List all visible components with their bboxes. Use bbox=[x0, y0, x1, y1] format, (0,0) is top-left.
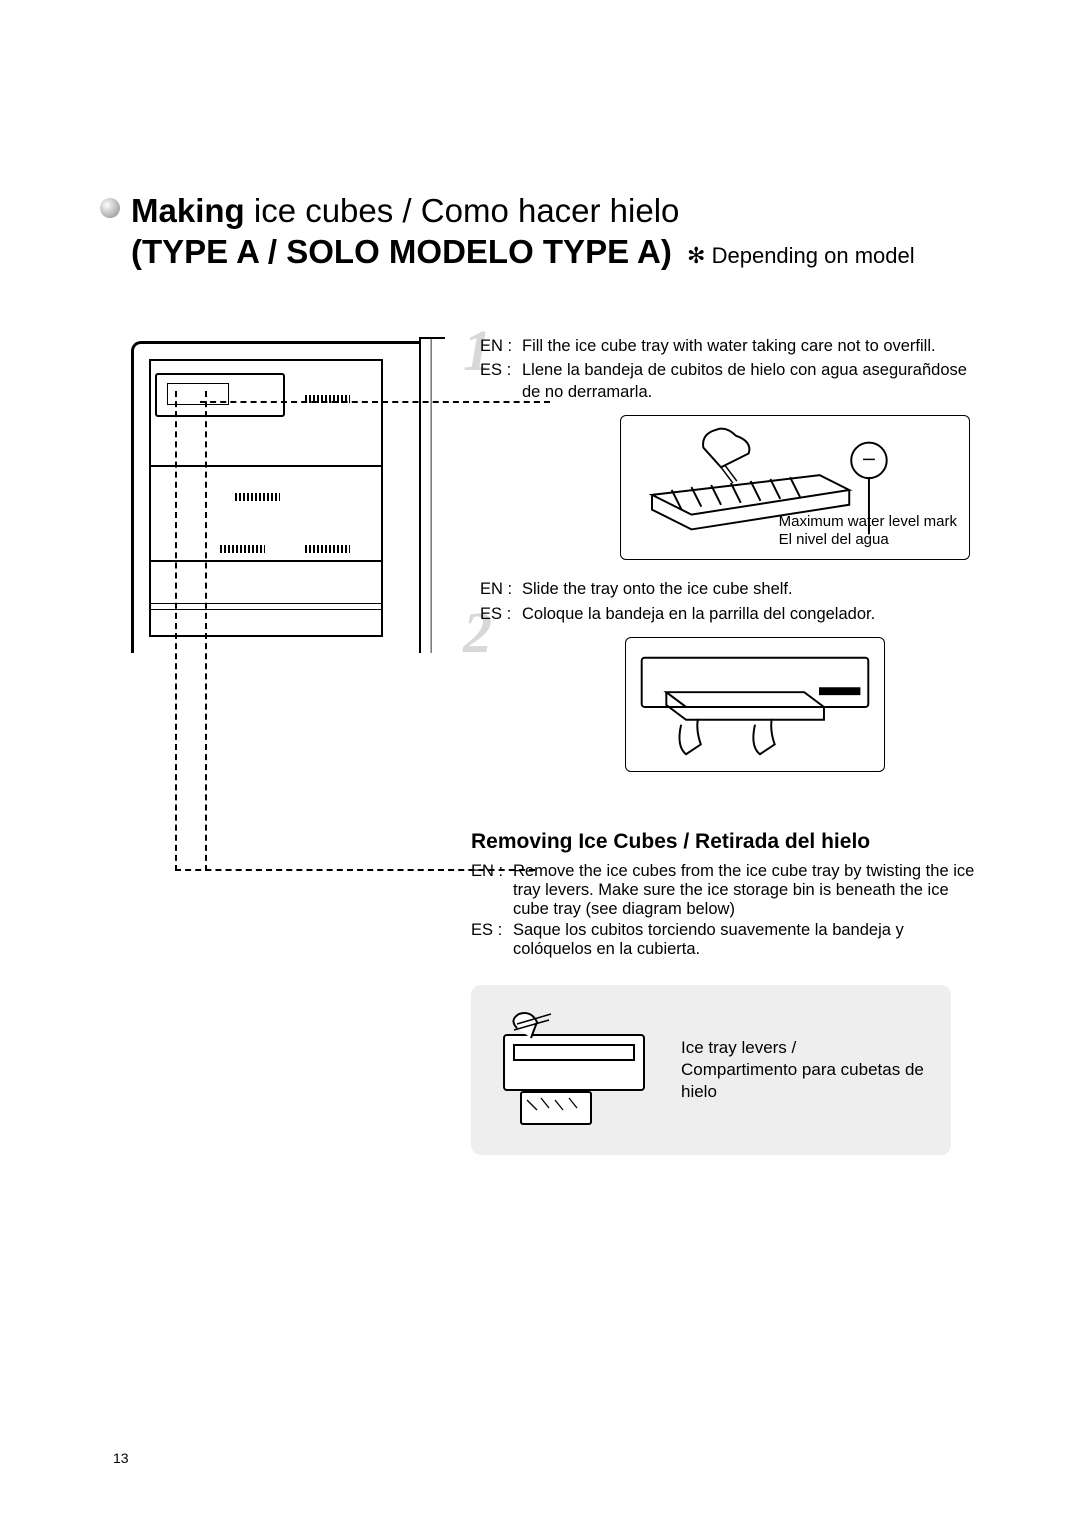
step1-en-tag: EN : bbox=[480, 335, 522, 357]
box3-line2: Compartimento para cubetas de hielo bbox=[681, 1059, 933, 1103]
step2-en-text: Slide the tray onto the ice cube shelf. bbox=[522, 578, 793, 600]
step2-illustration bbox=[625, 637, 885, 772]
step2-en-tag: EN : bbox=[480, 578, 522, 600]
step2-es-text: Coloque la bandeja en la parrilla del co… bbox=[522, 603, 875, 625]
title-making: Making bbox=[131, 192, 245, 229]
water-level-label: Maximum water level mark El nivel del ag… bbox=[779, 513, 957, 549]
title-depending: Depending on model bbox=[712, 243, 915, 268]
dashed-connector bbox=[175, 391, 177, 871]
removing-title: Removing Ice Cubes / Retirada del hielo bbox=[471, 830, 985, 854]
removing-es-text: Saque los cubitos torciendo suavemente l… bbox=[513, 921, 985, 959]
dashed-connector bbox=[175, 869, 535, 871]
step-2-block: EN : Slide the tray onto the ice cube sh… bbox=[480, 578, 985, 772]
step1-es-text: Llene la bandeja de cubitos de hielo con… bbox=[522, 359, 985, 404]
step1-en-text: Fill the ice cube tray with water taking… bbox=[522, 335, 936, 357]
section-bullet-icon bbox=[100, 198, 120, 218]
right-column: EN : Fill the ice cube tray with water t… bbox=[480, 335, 985, 790]
removing-illustration-box: Ice tray levers / Compartimento para cub… bbox=[471, 985, 951, 1155]
step-1-block: EN : Fill the ice cube tray with water t… bbox=[480, 335, 985, 561]
removing-section: Removing Ice Cubes / Retirada del hielo … bbox=[471, 830, 985, 1155]
page-number: 13 bbox=[113, 1450, 129, 1466]
page-title: Making ice cubes / Como hacer hielo (TYP… bbox=[131, 190, 985, 273]
content-area: 1 2 EN : Fill the ice cube tray with wat… bbox=[105, 335, 985, 790]
removing-illustration bbox=[489, 1000, 659, 1140]
step1-illustration: Maximum water level mark El nivel del ag… bbox=[620, 415, 970, 560]
water-label-en: Maximum water level mark bbox=[779, 513, 957, 531]
step2-es-tag: ES : bbox=[480, 603, 522, 625]
removing-es-tag: ES : bbox=[471, 921, 513, 959]
title-rest1: ice cubes / Como hacer hielo bbox=[245, 192, 680, 229]
dashed-connector bbox=[205, 391, 207, 871]
title-star: ✻ bbox=[687, 243, 705, 268]
title-line2: (TYPE A / SOLO MODELO TYPE A) bbox=[131, 233, 672, 270]
removing-box-text: Ice tray levers / Compartimento para cub… bbox=[681, 1037, 933, 1103]
removing-en-text: Remove the ice cubes from the ice cube t… bbox=[513, 862, 985, 919]
step1-es-tag: ES : bbox=[480, 359, 522, 404]
box3-line1: Ice tray levers / bbox=[681, 1037, 933, 1059]
fridge-illustration bbox=[125, 335, 445, 665]
water-label-es: El nivel del agua bbox=[779, 531, 957, 549]
